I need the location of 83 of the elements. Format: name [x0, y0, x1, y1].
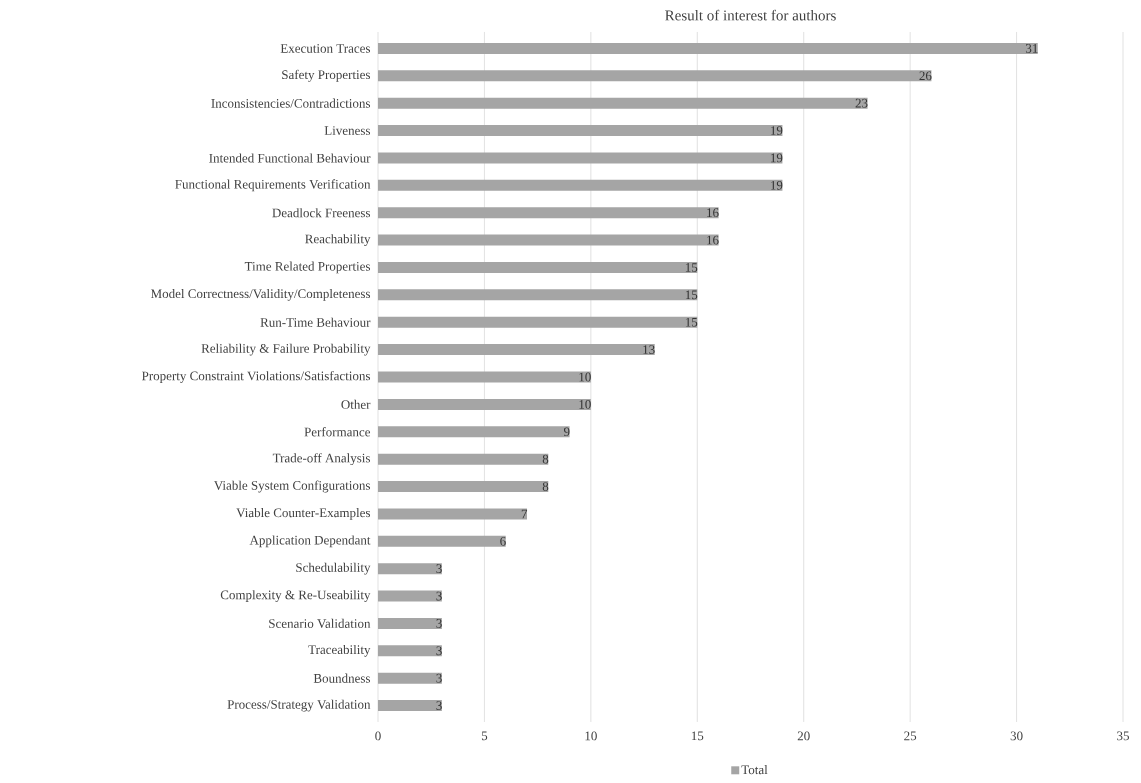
bar: [378, 590, 442, 602]
y-tick-label: Performance: [304, 427, 371, 437]
bar: [378, 672, 442, 684]
y-tick-label: Deadlock Freeness: [272, 208, 371, 218]
data-label: 10: [579, 372, 591, 382]
x-tick-label: 0: [375, 731, 381, 741]
y-tick-label: Scenario Validation: [269, 618, 371, 629]
data-label: 15: [685, 317, 698, 327]
y-tick-label: Traceability: [308, 644, 371, 657]
data-label: 19: [771, 153, 783, 163]
y-tick-label: Viable System Configurations: [213, 480, 371, 493]
y-tick-label: Time Related Properties: [244, 261, 371, 274]
x-tick-label: 20: [797, 731, 810, 741]
bar: [378, 152, 783, 164]
y-tick-label: Viable Counter-Examples: [236, 508, 371, 520]
y-tick-label: Safety Properties: [282, 69, 371, 82]
bar: [378, 261, 698, 273]
x-tick-label: 15: [691, 731, 704, 741]
bar: [378, 398, 591, 410]
data-label: 13: [643, 345, 655, 354]
data-label: 3: [436, 646, 442, 656]
bar: [378, 563, 442, 575]
bar: [378, 316, 698, 328]
bar: [378, 481, 549, 493]
data-label: 3: [436, 673, 442, 683]
data-label: 19: [771, 126, 783, 135]
bar: [378, 617, 442, 629]
y-tick-label: Trade-off Analysis: [272, 453, 370, 466]
data-label: 26: [919, 71, 932, 81]
y-tick-label: Model Correctness/Validity/Completeness: [150, 288, 371, 301]
y-tick-label: Application Dependant: [249, 535, 371, 548]
data-label: 19: [771, 180, 783, 190]
y-tick-label: Complexity & Re-Useability: [220, 590, 371, 602]
data-label: 15: [685, 290, 698, 300]
bar: [378, 207, 719, 219]
bar: [378, 289, 698, 301]
y-tick-label: Process/Strategy Validation: [227, 699, 371, 712]
data-label: 3: [436, 619, 442, 628]
bar: [378, 234, 719, 246]
bar: [378, 125, 783, 137]
bar: [378, 700, 442, 712]
data-label: 9: [563, 427, 570, 437]
y-tick-label: Reliability & Failure Probability: [201, 343, 371, 356]
y-tick-label: Other: [341, 399, 371, 409]
data-label: 3: [436, 564, 442, 574]
data-label: 7: [521, 509, 528, 519]
data-label: 23: [855, 98, 868, 108]
data-label: 3: [436, 591, 442, 601]
bar: [378, 535, 506, 547]
bar: [378, 371, 591, 383]
bar: [378, 70, 932, 82]
x-tick-label: 35: [1117, 731, 1129, 741]
x-tick-label: 30: [1010, 731, 1023, 741]
bar: [378, 426, 570, 438]
x-tick-label: 10: [585, 731, 597, 741]
data-label: 16: [707, 208, 719, 218]
y-tick-label: Property Constraint Violations/Satisfactions: [141, 371, 371, 383]
bar: [378, 344, 655, 356]
x-tick-label: 25: [904, 731, 917, 741]
data-label: 6: [500, 536, 506, 546]
bar: [378, 508, 527, 520]
y-tick-label: Run-Time Behaviour: [260, 317, 371, 327]
y-tick-label: Execution Traces: [280, 44, 371, 53]
x-tick-label: 5: [481, 731, 488, 741]
y-tick-label: Functional Requirements Verification: [175, 179, 371, 192]
y-tick-label: Intended Functional Behaviour: [209, 153, 371, 163]
bar: [378, 42, 1038, 54]
y-tick-label: Liveness: [324, 126, 371, 135]
data-label: 10: [579, 399, 591, 409]
y-tick-label: Boundness: [313, 673, 371, 683]
bar: [378, 97, 868, 109]
data-label: 15: [685, 263, 698, 272]
data-label: 31: [1025, 44, 1038, 53]
chart-title: Result of interest for authors: [665, 9, 836, 21]
bar: [378, 179, 783, 191]
y-tick-label: Schedulability: [296, 562, 371, 575]
data-label: 3: [436, 701, 442, 710]
data-label: 16: [707, 235, 719, 245]
y-tick-label: Reachability: [305, 234, 371, 247]
bar: [378, 453, 549, 465]
legend-label: Total: [741, 765, 768, 775]
bar: [378, 645, 442, 657]
y-tick-label: Inconsistencies/Contradictions: [211, 98, 371, 108]
